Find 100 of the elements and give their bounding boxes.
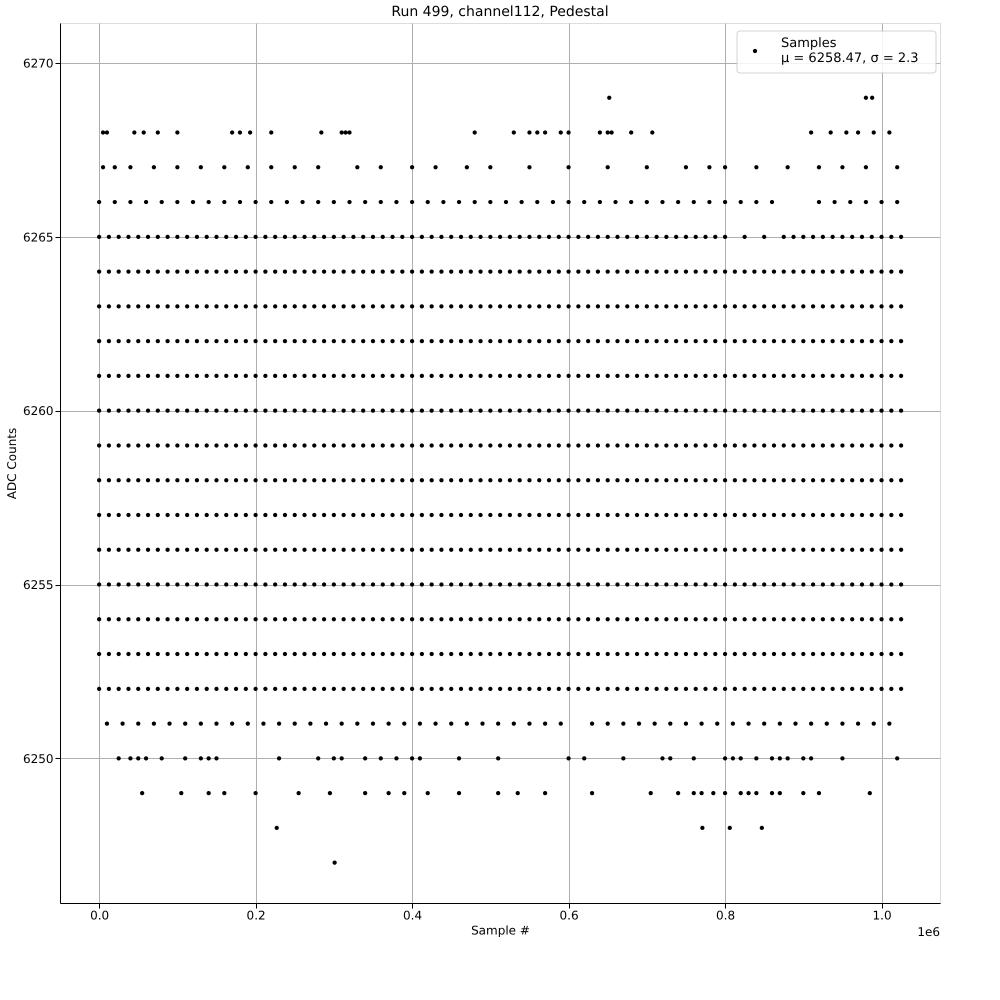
point	[324, 721, 328, 726]
point	[870, 96, 874, 100]
point	[887, 130, 892, 135]
point	[824, 721, 829, 726]
point	[116, 756, 121, 760]
point	[816, 165, 822, 170]
point	[566, 165, 571, 170]
y-tick-label: 6255	[22, 578, 54, 592]
point	[332, 756, 336, 760]
point	[636, 721, 642, 726]
point	[104, 721, 110, 726]
point	[214, 721, 219, 726]
point	[754, 791, 758, 796]
point	[433, 721, 438, 726]
point	[100, 165, 106, 170]
point	[284, 200, 290, 204]
point	[676, 200, 680, 204]
point	[355, 165, 360, 170]
point	[504, 200, 508, 204]
point	[488, 200, 492, 204]
point	[167, 721, 172, 726]
point	[542, 791, 548, 796]
point	[644, 165, 649, 170]
point	[864, 165, 868, 170]
point	[598, 200, 602, 204]
point	[456, 791, 462, 796]
point	[542, 721, 548, 726]
point	[558, 130, 563, 135]
x-axis-title: Sample #	[471, 924, 530, 938]
x-tick-label: 0.0	[90, 908, 110, 922]
point	[762, 721, 766, 726]
point	[316, 200, 320, 204]
point	[496, 791, 500, 796]
point	[426, 791, 430, 796]
point	[230, 130, 234, 135]
point	[793, 721, 798, 726]
point	[355, 721, 360, 726]
point	[895, 756, 900, 760]
point	[418, 756, 422, 760]
point	[607, 96, 612, 100]
point	[746, 721, 751, 726]
point	[222, 791, 226, 796]
point	[722, 200, 728, 204]
point	[112, 165, 117, 170]
point	[848, 200, 852, 204]
point	[609, 130, 614, 135]
point	[816, 791, 822, 796]
point	[296, 791, 301, 796]
point	[378, 200, 383, 204]
point	[253, 200, 258, 204]
point	[840, 721, 845, 726]
point	[198, 756, 203, 760]
point	[660, 200, 665, 204]
point	[760, 826, 764, 830]
point	[730, 721, 736, 726]
point	[340, 756, 344, 760]
point	[558, 721, 563, 726]
point	[319, 130, 324, 135]
point	[692, 791, 696, 796]
point	[520, 200, 524, 204]
point	[160, 756, 164, 760]
point	[754, 200, 758, 204]
point	[648, 791, 653, 796]
point	[856, 721, 860, 726]
point	[449, 721, 454, 726]
point	[340, 721, 344, 726]
point	[347, 130, 352, 135]
point	[206, 791, 211, 796]
point	[136, 756, 140, 760]
point	[378, 165, 383, 170]
point	[496, 756, 500, 760]
point	[801, 791, 806, 796]
point	[292, 165, 297, 170]
point	[872, 721, 876, 726]
point	[156, 130, 160, 135]
point	[660, 756, 665, 760]
point	[527, 165, 532, 170]
point	[253, 791, 258, 796]
point	[238, 130, 242, 135]
point	[786, 165, 790, 170]
point	[606, 130, 610, 135]
point	[128, 200, 133, 204]
point	[394, 200, 399, 204]
point	[206, 756, 211, 760]
point	[676, 791, 680, 796]
point	[606, 721, 610, 726]
point	[832, 200, 837, 204]
point	[684, 721, 688, 726]
point	[516, 791, 520, 796]
point	[144, 200, 148, 204]
point	[120, 721, 125, 726]
point	[402, 721, 406, 726]
point	[496, 721, 500, 726]
point	[527, 721, 532, 726]
point	[238, 200, 242, 204]
point	[378, 756, 383, 760]
point	[754, 165, 758, 170]
point	[542, 130, 548, 135]
point	[629, 130, 634, 135]
point	[132, 130, 136, 135]
